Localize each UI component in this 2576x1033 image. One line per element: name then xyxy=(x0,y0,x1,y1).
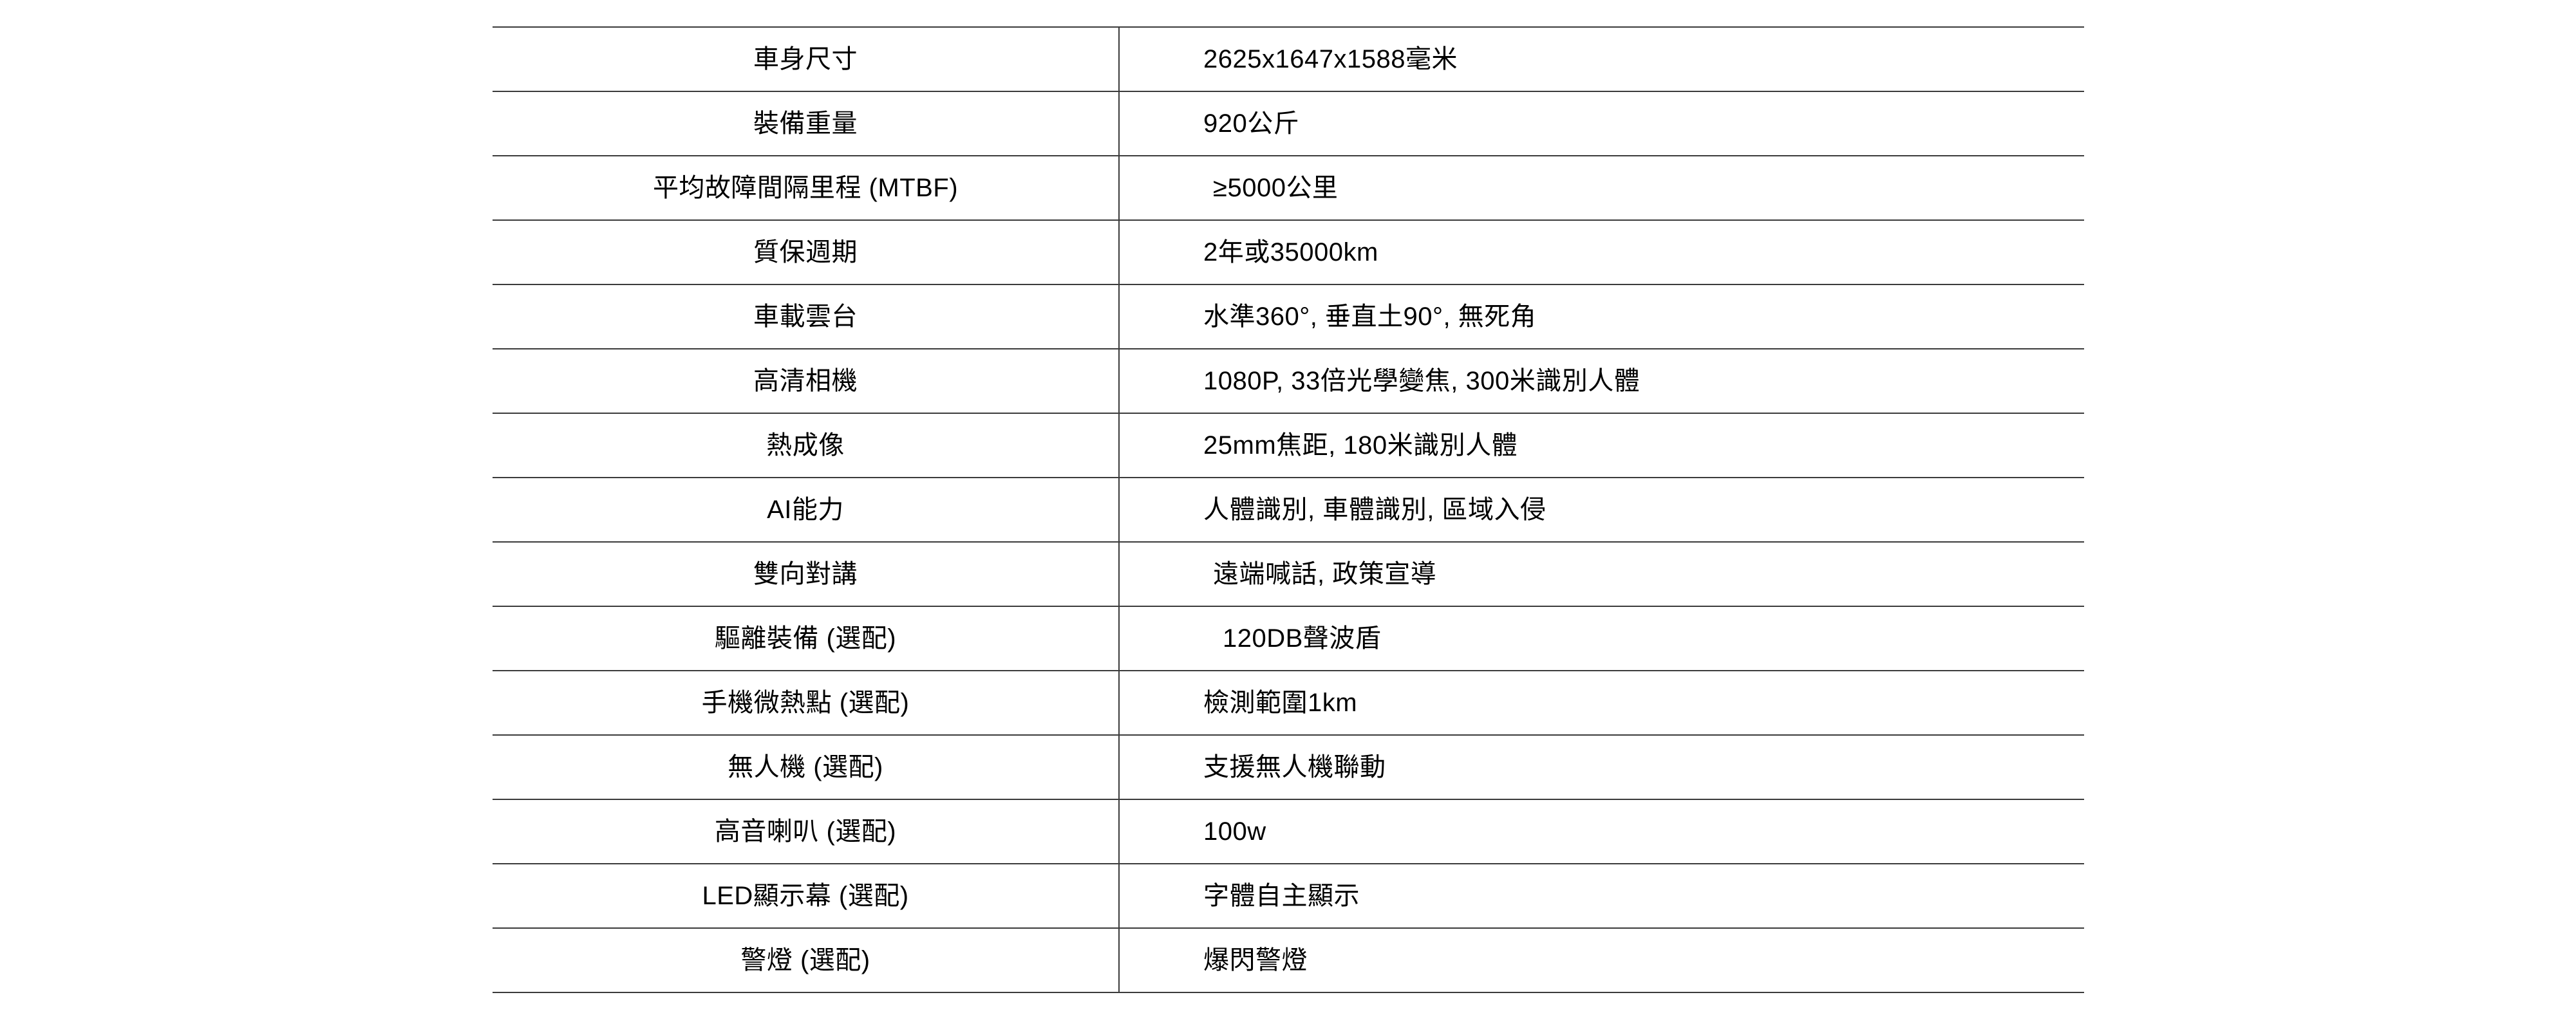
spec-value-text: 100w xyxy=(1203,817,1266,846)
spec-label-text: 驅離裝備 (選配) xyxy=(714,624,897,653)
spec-value-text: 支援無人機聯動 xyxy=(1203,753,1386,781)
spec-label-cell: LED顯示幕 (選配) xyxy=(493,863,1119,928)
spec-label-text: LED顯示幕 (選配) xyxy=(702,882,909,910)
spec-value-cell: 爆閃警燈 xyxy=(1118,927,2084,993)
spec-value-cell: 人體識別, 車體識別, 區域入侵 xyxy=(1118,477,2084,542)
spec-label-cell: 熱成像 xyxy=(493,413,1119,478)
spec-value-cell: 1080P, 33倍光學變焦, 300米識別人體 xyxy=(1118,348,2084,413)
specification-table: 車身尺寸 2625x1647x1588毫米裝備重量 920公斤平均故障間隔里程 (M… xyxy=(493,26,2084,993)
spec-value-text: 1080P, 33倍光學變焦, 300米識別人體 xyxy=(1203,367,1641,395)
spec-label-cell: 雙向對講 xyxy=(493,541,1119,606)
spec-label-cell: 高清相機 xyxy=(493,348,1119,413)
spec-value-cell: 水準360°, 垂直土90°, 無死角 xyxy=(1118,284,2084,349)
table-row: 質保週期 2年或35000km xyxy=(493,219,2084,284)
specification-sheet: 車身尺寸 2625x1647x1588毫米裝備重量 920公斤平均故障間隔里程 (M… xyxy=(493,26,2084,993)
spec-label-text: 高音喇叭 (選配) xyxy=(714,817,897,846)
spec-value-text: 120DB聲波盾 xyxy=(1223,624,1382,653)
spec-value-cell: 25mm焦距, 180米識別人體 xyxy=(1118,413,2084,478)
spec-value-text: 25mm焦距, 180米識別人體 xyxy=(1203,431,1518,460)
spec-label-cell: 警燈 (選配) xyxy=(493,927,1119,993)
table-row: LED顯示幕 (選配) 字體自主顯示 xyxy=(493,863,2084,928)
spec-label-text: 裝備重量 xyxy=(753,109,858,138)
spec-value-cell: 100w xyxy=(1118,799,2084,864)
table-row: 車載雲台 水準360°, 垂直土90°, 無死角 xyxy=(493,284,2084,349)
spec-label-text: 手機微熱點 (選配) xyxy=(701,689,910,717)
spec-value-text: 人體識別, 車體識別, 區域入侵 xyxy=(1203,496,1547,524)
table-row: 驅離裝備 (選配) 120DB聲波盾 xyxy=(493,606,2084,671)
spec-value-text: 2625x1647x1588毫米 xyxy=(1203,45,1458,73)
spec-value-cell: 2年或35000km xyxy=(1118,219,2084,284)
spec-label-cell: 高音喇叭 (選配) xyxy=(493,799,1119,864)
spec-label-text: 平均故障間隔里程 (MTBF) xyxy=(652,174,959,202)
table-row: 雙向對講 遠端喊話, 政策宣導 xyxy=(493,541,2084,606)
spec-label-text: 質保週期 xyxy=(753,238,858,266)
spec-label-cell: 驅離裝備 (選配) xyxy=(493,606,1119,671)
spec-label-text: 警燈 (選配) xyxy=(740,946,870,974)
table-row: 裝備重量 920公斤 xyxy=(493,91,2084,156)
spec-value-cell: 字體自主顯示 xyxy=(1118,863,2084,928)
spec-value-text: 檢測範圍1km xyxy=(1203,689,1358,717)
spec-value-text: 水準360°, 垂直土90°, 無死角 xyxy=(1203,302,1537,331)
spec-value-text: ≥5000公里 xyxy=(1213,174,1339,202)
table-row: 熱成像 25mm焦距, 180米識別人體 xyxy=(493,413,2084,478)
spec-value-cell: ≥5000公里 xyxy=(1118,155,2084,220)
spec-label-text: 車身尺寸 xyxy=(753,45,858,73)
spec-label-text: 雙向對講 xyxy=(753,560,858,588)
spec-label-text: 熱成像 xyxy=(766,431,845,460)
spec-label-cell: 無人機 (選配) xyxy=(493,734,1119,799)
table-row: 高清相機 1080P, 33倍光學變焦, 300米識別人體 xyxy=(493,348,2084,413)
spec-value-text: 2年或35000km xyxy=(1203,238,1378,266)
table-row: 車身尺寸 2625x1647x1588毫米 xyxy=(493,26,2084,91)
spec-label-text: 高清相機 xyxy=(753,367,858,395)
table-row: 手機微熱點 (選配) 檢測範圍1km xyxy=(493,670,2084,735)
spec-label-cell: 車載雲台 xyxy=(493,284,1119,349)
specification-table-body: 車身尺寸 2625x1647x1588毫米裝備重量 920公斤平均故障間隔里程 (M… xyxy=(493,26,2084,993)
spec-label-text: 車載雲台 xyxy=(753,302,858,331)
spec-value-cell: 120DB聲波盾 xyxy=(1118,606,2084,671)
spec-label-cell: 裝備重量 xyxy=(493,91,1119,156)
spec-value-cell: 檢測範圍1km xyxy=(1118,670,2084,735)
spec-value-cell: 支援無人機聯動 xyxy=(1118,734,2084,799)
table-row: 高音喇叭 (選配) 100w xyxy=(493,799,2084,864)
spec-value-cell: 遠端喊話, 政策宣導 xyxy=(1118,541,2084,606)
table-row: AI能力 人體識別, 車體識別, 區域入侵 xyxy=(493,477,2084,542)
spec-label-cell: 平均故障間隔里程 (MTBF) xyxy=(493,155,1119,220)
spec-label-cell: 質保週期 xyxy=(493,219,1119,284)
spec-value-cell: 920公斤 xyxy=(1118,91,2084,156)
spec-label-cell: AI能力 xyxy=(493,477,1119,542)
table-row: 警燈 (選配) 爆閃警燈 xyxy=(493,927,2084,993)
table-row: 平均故障間隔里程 (MTBF) ≥5000公里 xyxy=(493,155,2084,220)
spec-value-cell: 2625x1647x1588毫米 xyxy=(1118,26,2084,91)
spec-value-text: 遠端喊話, 政策宣導 xyxy=(1213,560,1437,588)
spec-label-cell: 手機微熱點 (選配) xyxy=(493,670,1119,735)
spec-value-text: 字體自主顯示 xyxy=(1203,882,1360,910)
table-row: 無人機 (選配) 支援無人機聯動 xyxy=(493,734,2084,799)
spec-label-cell: 車身尺寸 xyxy=(493,26,1119,91)
spec-label-text: AI能力 xyxy=(767,496,844,524)
spec-label-text: 無人機 (選配) xyxy=(728,753,883,781)
spec-value-text: 920公斤 xyxy=(1203,109,1300,138)
spec-value-text: 爆閃警燈 xyxy=(1203,946,1308,974)
